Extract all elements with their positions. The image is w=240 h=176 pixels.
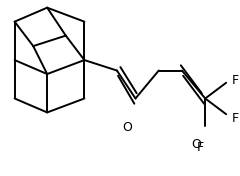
Text: F: F — [197, 141, 204, 154]
Text: F: F — [232, 74, 239, 87]
Text: O: O — [191, 138, 201, 151]
Text: F: F — [232, 112, 239, 125]
Text: O: O — [122, 121, 132, 134]
